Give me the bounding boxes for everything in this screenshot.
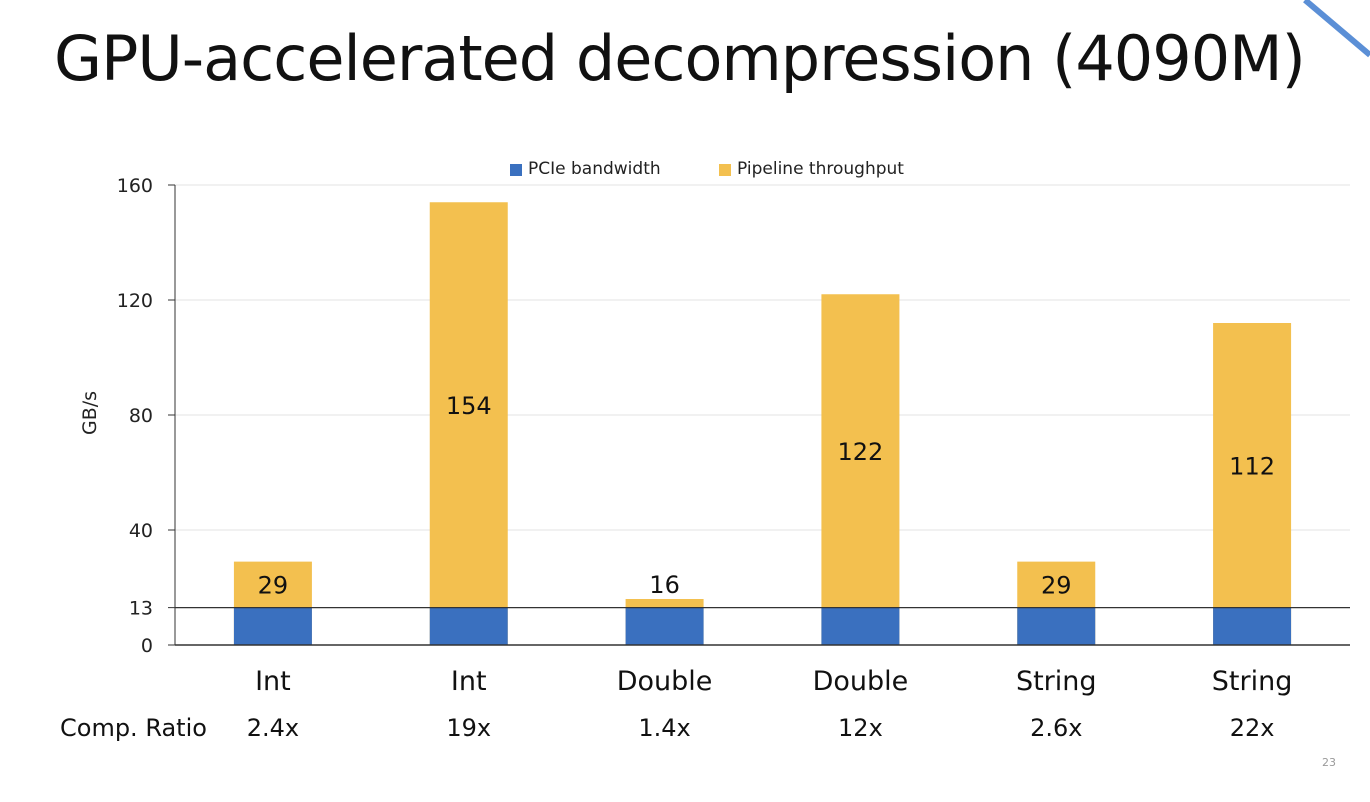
legend-swatch-pipeline xyxy=(719,164,731,176)
x-category-label: String xyxy=(1016,666,1097,697)
data-label: 122 xyxy=(838,438,884,466)
chart-legend: PCIe bandwidth Pipeline throughput xyxy=(510,159,904,179)
bar-pipeline-throughput xyxy=(1213,323,1292,645)
bar-pipeline-throughput xyxy=(429,202,508,645)
bar-pcie-bandwidth xyxy=(233,607,312,645)
comp-ratio-value: 2.6x xyxy=(1030,714,1082,742)
legend-label-pipeline: Pipeline throughput xyxy=(737,159,904,179)
page-number: 23 xyxy=(1322,756,1336,769)
legend-label-pcie: PCIe bandwidth xyxy=(528,159,661,179)
x-category-label: Double xyxy=(617,666,713,697)
data-label: 29 xyxy=(1041,572,1072,600)
x-category-label: Double xyxy=(813,666,909,697)
legend-swatch-pcie xyxy=(510,164,522,176)
x-category-label: Int xyxy=(255,666,291,697)
data-label: 16 xyxy=(649,571,680,599)
y-tick-label: 120 xyxy=(117,290,153,312)
bar-pcie-bandwidth xyxy=(1017,607,1096,645)
corner-accent-decoration xyxy=(1303,0,1370,58)
y-tick-label: 13 xyxy=(129,598,153,620)
y-tick-label: 0 xyxy=(141,635,153,657)
bar-pipeline-throughput xyxy=(821,294,900,645)
y-tick-label: 80 xyxy=(129,405,153,427)
labels: 0 13 40 80 120 160 29 Int 2.4x 154 Int 19x 16 Double 1… xyxy=(117,175,1293,742)
comp-ratio-value: 22x xyxy=(1230,714,1275,742)
comp-ratio-value: 12x xyxy=(838,714,883,742)
y-tick-label: 40 xyxy=(129,520,153,542)
comp-ratio-value: 1.4x xyxy=(638,714,690,742)
data-label: 29 xyxy=(258,572,289,600)
comp-ratio-value: 2.4x xyxy=(247,714,299,742)
bar-pcie-bandwidth xyxy=(1213,607,1292,645)
y-axis-label: GB/s xyxy=(79,391,101,435)
axes xyxy=(168,184,1350,646)
comp-ratio-row-label: Comp. Ratio xyxy=(60,714,207,742)
x-category-label: Int xyxy=(451,666,487,697)
bars xyxy=(233,202,1292,645)
y-tick-label: 160 xyxy=(117,175,153,197)
comp-ratio-value: 19x xyxy=(446,714,491,742)
bar-pcie-bandwidth xyxy=(625,607,704,645)
data-label: 112 xyxy=(1229,452,1275,480)
bar-pcie-bandwidth xyxy=(821,607,900,645)
gridlines xyxy=(175,184,1350,531)
x-category-label: String xyxy=(1212,666,1293,697)
bar-pcie-bandwidth xyxy=(429,607,508,645)
data-label: 154 xyxy=(446,392,492,420)
slide-title: GPU-accelerated decompression (4090M) xyxy=(54,22,1306,95)
